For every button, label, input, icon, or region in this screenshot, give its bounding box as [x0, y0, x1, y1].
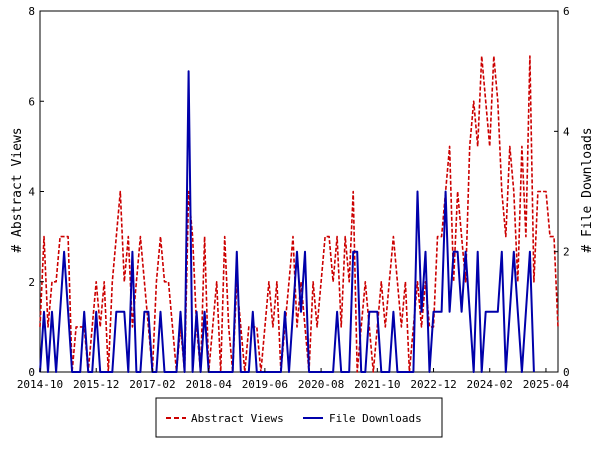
x-tick-label: 2020-08 — [298, 378, 344, 391]
y-left-tick-label: 6 — [28, 95, 35, 108]
y-left-tick-label: 2 — [28, 276, 35, 289]
y-right-tick-label: 0 — [563, 366, 570, 379]
y-right-tick-label: 2 — [563, 246, 570, 259]
series-line-file-downloads — [39, 70, 535, 373]
y-axis-right-title: # File Downloads — [580, 127, 595, 252]
x-tick-label: 2019-06 — [242, 378, 288, 391]
y-left-tick-label: 4 — [28, 186, 35, 199]
x-tick-label: 2015-12 — [73, 378, 119, 391]
x-tick-label: 2018-04 — [185, 378, 232, 391]
x-tick-label: 2021-10 — [354, 378, 400, 391]
y-left-tick-label: 8 — [28, 5, 35, 18]
legend-box — [155, 397, 443, 438]
x-tick-label: 2024-02 — [467, 378, 513, 391]
legend: Abstract Views File Downloads — [155, 397, 443, 438]
series-line-abstract-views — [39, 55, 559, 373]
y-right-tick-label: 4 — [563, 125, 570, 138]
series-layer — [39, 55, 559, 373]
legend-label-file-downloads: File Downloads — [329, 412, 422, 425]
y-axis-left-title: # Abstract Views — [10, 127, 25, 252]
x-tick-label: 2017-02 — [129, 378, 175, 391]
x-tick-label: 2022-12 — [410, 378, 456, 391]
axis-layer: 0 2 4 6 8 0 2 4 6 2014-10 2015-12 2017-02 2018-04 201… — [17, 5, 570, 391]
y-right-tick-label: 6 — [563, 5, 570, 18]
x-tick-label: 2025-04 — [523, 378, 570, 391]
y-left-tick-label: 0 — [28, 366, 35, 379]
x-tick-label: 2014-10 — [17, 378, 63, 391]
legend-label-abstract-views: Abstract Views — [191, 412, 284, 425]
